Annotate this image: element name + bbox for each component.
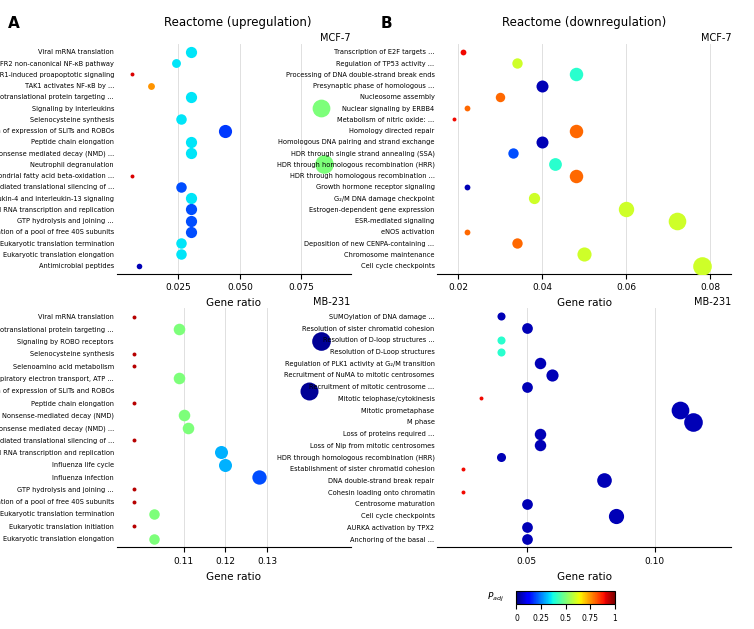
Point [175,182,187,192]
Point [570,170,582,181]
Point [511,238,523,248]
Point [521,534,533,544]
Point [219,126,231,136]
Point [495,311,507,321]
Point [536,137,548,147]
Text: B: B [381,16,392,31]
Point [687,417,699,427]
Point [448,114,460,125]
Text: MB-231: MB-231 [314,298,351,308]
Text: $P_{adj}$: $P_{adj}$ [486,591,504,604]
Text: A: A [8,16,20,31]
Point [126,69,138,79]
Point [317,159,329,169]
Point [127,348,139,359]
Point [511,58,523,68]
Point [173,374,185,384]
Point [457,464,469,474]
Point [461,103,473,113]
Point [461,227,473,237]
Point [127,398,139,408]
Point [146,81,158,91]
Point [457,487,469,497]
Point [621,204,633,214]
Point [185,193,197,203]
Point [610,511,622,521]
Point [534,440,546,450]
Point [127,312,139,322]
Point [495,335,507,345]
Point [521,499,533,509]
Point [507,148,519,159]
Point [178,410,190,420]
Point [521,323,533,333]
X-axis label: Gene ratio: Gene ratio [557,572,611,581]
Point [219,460,231,470]
Point [495,452,507,462]
Point [175,250,187,260]
Point [549,159,561,169]
Point [127,435,139,445]
X-axis label: Gene ratio: Gene ratio [557,298,611,308]
Point [127,497,139,507]
Point [253,472,265,482]
Point [495,92,507,102]
Point [182,423,194,433]
Text: Reactome (upregulation): Reactome (upregulation) [164,16,311,29]
Text: MB-231: MB-231 [694,298,731,308]
Point [315,337,327,347]
Point [547,370,559,380]
Point [175,114,187,125]
Point [597,476,609,486]
Point [315,103,327,113]
Point [149,533,161,543]
Point [133,260,145,270]
Point [528,193,540,203]
Point [127,521,139,532]
Point [185,47,197,57]
Point [173,324,185,334]
Point [185,216,197,226]
Point [170,58,182,68]
X-axis label: Gene ratio: Gene ratio [207,572,261,581]
Point [126,170,138,181]
Point [303,386,315,396]
Point [521,522,533,532]
Point [185,227,197,237]
Point [534,428,546,438]
Point [696,260,708,270]
Point [521,382,533,392]
Point [534,359,546,369]
Point [674,405,686,415]
Point [536,81,548,91]
Point [456,47,468,57]
Point [127,484,139,494]
Point [570,69,582,79]
X-axis label: Gene ratio: Gene ratio [207,298,261,308]
Point [461,182,473,192]
Point [570,126,582,136]
Point [185,204,197,214]
Point [495,347,507,357]
Point [215,447,227,457]
Point [671,216,683,226]
Point [185,137,197,147]
Text: MCF-7: MCF-7 [320,33,351,43]
Point [185,92,197,102]
Point [127,361,139,371]
Text: MCF-7: MCF-7 [700,33,731,43]
Point [475,393,487,403]
Text: Reactome (downregulation): Reactome (downregulation) [502,16,667,29]
Point [578,250,590,260]
Point [149,509,161,519]
Point [185,148,197,159]
Point [175,238,187,248]
